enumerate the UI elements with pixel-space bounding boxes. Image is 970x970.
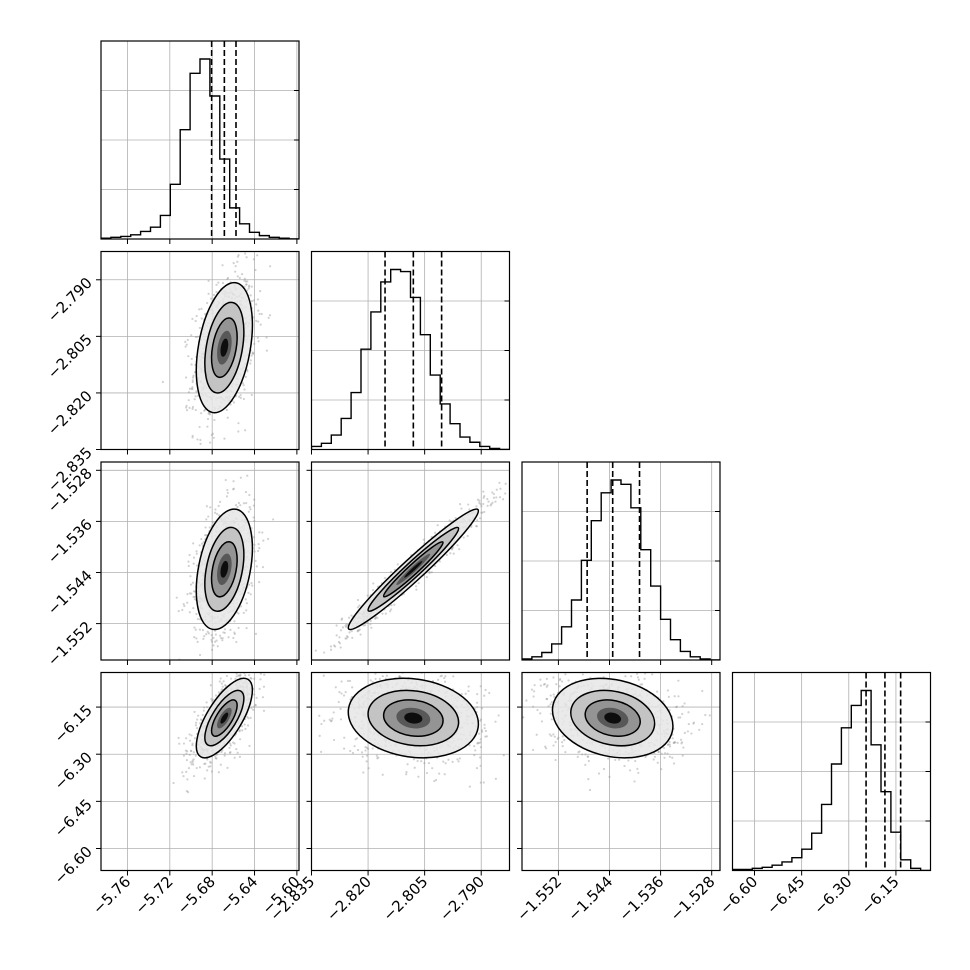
density-contours	[347, 508, 480, 631]
x-tick-label: −2.820	[323, 873, 375, 925]
scatter-panel-2-1	[306, 461, 511, 665]
x-tick-label: −2.790	[436, 873, 488, 925]
x-tick-label: −5.68	[174, 873, 219, 918]
x-tick-label: −6.30	[810, 873, 855, 918]
histogram-steps	[101, 58, 299, 239]
histogram-panel-1	[310, 250, 511, 455]
x-tick-label: −5.64	[216, 873, 261, 918]
x-tick-label: −1.552	[513, 873, 565, 925]
axes-frame	[310, 461, 511, 661]
axes-frame	[521, 671, 721, 872]
histogram-panel-0	[100, 40, 300, 244]
x-tick-label: −2.805	[379, 873, 431, 925]
y-tick-label: −2.790	[44, 274, 96, 326]
scatter-panel-2-0: −1.552−1.544−1.536−1.528	[44, 461, 300, 670]
y-tick-label: −6.30	[51, 748, 96, 793]
scatter-panel-3-1: −2.835 −2.820 −2.805 −2.790	[266, 671, 511, 925]
histogram-panel-3: −6.60 −6.45 −6.30 −6.15	[716, 671, 932, 918]
histogram-steps	[311, 268, 510, 450]
y-tick-label: −2.820	[44, 387, 96, 439]
axes-frame	[310, 250, 511, 451]
axes-frame	[521, 461, 721, 661]
x-tick-label: −1.528	[667, 873, 719, 925]
density-contours	[195, 677, 254, 759]
y-tick-label: −1.552	[44, 618, 96, 670]
x-tick-label: −5.76	[89, 873, 134, 918]
x-tick-label: −6.45	[763, 873, 808, 918]
density-contours	[347, 677, 480, 759]
grid	[311, 251, 510, 450]
x-tick-label: −6.15	[858, 873, 903, 918]
y-tick-label: −2.805	[44, 330, 96, 382]
scatter-panel-1-0: −2.835−2.820−2.805−2.790	[44, 250, 300, 496]
axes-frame	[100, 671, 300, 872]
scatter-panel-3-0: −5.76−5.72−5.68−5.64−5.60−6.60−6.45−6.30…	[51, 671, 304, 918]
axes-frame	[310, 671, 511, 872]
grid	[522, 462, 720, 660]
x-tick-label: −1.544	[564, 873, 616, 925]
y-tick-label: −1.544	[44, 567, 96, 619]
x-tick-label: −5.72	[131, 873, 176, 918]
density-contours	[551, 677, 674, 759]
axes-frame	[100, 461, 300, 661]
x-tick-label: −6.60	[716, 873, 761, 918]
y-tick-label: −1.536	[44, 516, 96, 568]
scatter-panel-3-2: −1.552 −1.544 −1.536 −1.528	[513, 671, 721, 925]
density-contours	[195, 281, 254, 414]
axes-frame	[731, 671, 932, 872]
histogram-steps	[522, 479, 720, 660]
histogram-panel-2	[521, 461, 721, 665]
axes-frame	[100, 250, 300, 451]
x-tick-label: −1.536	[615, 873, 667, 925]
density-contours	[195, 508, 254, 631]
y-tick-label: −6.45	[51, 795, 96, 840]
y-tick-label: −6.15	[51, 701, 96, 746]
grid	[101, 672, 299, 871]
histogram-steps	[732, 689, 931, 871]
y-tick-label: −6.60	[51, 843, 96, 888]
axes-frame	[100, 40, 300, 240]
